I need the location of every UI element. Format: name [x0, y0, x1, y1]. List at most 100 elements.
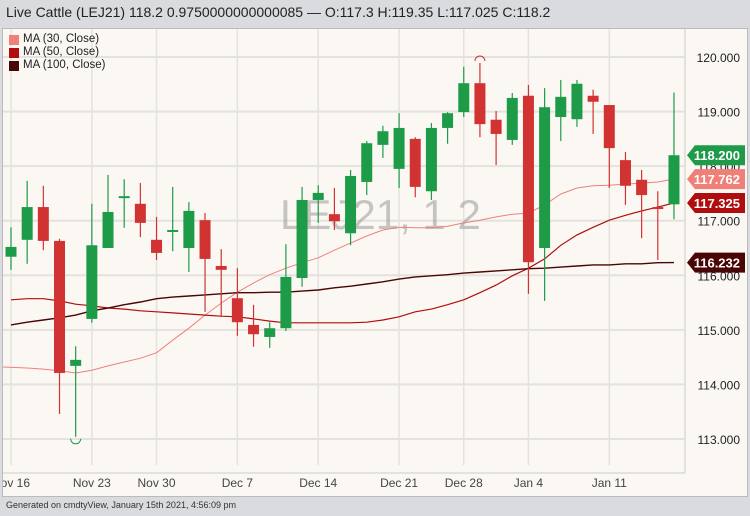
y-tick-label: 117.000	[698, 215, 741, 229]
candle-body	[539, 107, 551, 248]
candle	[199, 213, 211, 312]
candle	[522, 84, 534, 294]
candle	[280, 244, 292, 331]
ma30-swatch	[9, 34, 19, 45]
candle	[215, 249, 227, 317]
ma30-line	[3, 178, 675, 374]
candle	[603, 105, 615, 188]
price-tag-background	[687, 192, 745, 213]
candle	[167, 186, 179, 252]
candle-body	[345, 175, 357, 234]
price-tag-value: 117.762	[694, 172, 740, 187]
candle	[264, 322, 276, 348]
candle	[555, 79, 567, 142]
candle	[393, 113, 405, 188]
candle	[619, 151, 631, 205]
price-tag-background	[687, 252, 745, 273]
candle-body	[393, 127, 405, 169]
candle-body	[425, 127, 437, 192]
candle	[474, 63, 486, 138]
candle	[248, 304, 260, 347]
candle	[506, 93, 518, 145]
ma50-line	[10, 202, 675, 324]
candle-body	[555, 96, 567, 118]
y-tick-label: 119.000	[698, 106, 741, 120]
price-tag-value: 116.232	[694, 256, 740, 271]
candle-body	[102, 211, 114, 248]
candle	[37, 185, 49, 251]
legend-item-ma100[interactable]: MA (100, Close)	[9, 59, 105, 72]
candlestick-chart[interactable]: 120.000119.000118.000117.000116.000115.0…	[3, 29, 747, 496]
legend-item-ma50[interactable]: MA (50, Close)	[9, 46, 105, 59]
y-tick-label: 120.000	[697, 51, 741, 65]
y-tick-label: 113.000	[698, 433, 741, 447]
ma50-price-tag: 117.325	[687, 192, 745, 213]
x-tick-label: Jan 4	[514, 476, 544, 490]
candle	[151, 216, 163, 261]
last-price-tag: 118.200	[687, 145, 745, 166]
x-tick-label: Dec 14	[299, 476, 337, 490]
candle-body	[118, 196, 130, 199]
candle-body	[134, 203, 146, 223]
y-tick-label: 116.000	[698, 269, 741, 283]
candle-body	[490, 119, 502, 134]
candle	[102, 174, 114, 248]
candle-body	[506, 97, 518, 140]
candle-body	[312, 192, 324, 200]
candle-body	[619, 160, 631, 186]
x-tick-label: Nov 30	[138, 476, 176, 490]
candle	[539, 88, 551, 301]
candle-body	[474, 83, 486, 125]
candle-body	[231, 298, 243, 323]
y-tick-label: 114.000	[698, 378, 741, 392]
x-tick-label: Nov 16	[3, 476, 30, 490]
price-tag-background	[687, 145, 745, 166]
candle-body	[442, 113, 454, 128]
candle-body	[377, 131, 389, 145]
candle	[70, 346, 82, 437]
candle	[652, 191, 664, 261]
candle	[442, 112, 454, 144]
legend: MA (30, Close) MA (50, Close) MA (100, C…	[9, 33, 105, 72]
high-marker-icon	[474, 55, 486, 62]
low-marker-icon	[70, 438, 82, 445]
footer-generated-text: Generated on cmdtyView, January 15th 202…	[6, 500, 236, 510]
candle	[425, 123, 437, 200]
candle-body	[183, 210, 195, 248]
candle	[409, 137, 421, 198]
candle-body	[70, 359, 82, 366]
candle-body	[21, 207, 33, 240]
candle-body	[458, 83, 470, 113]
candle-body	[248, 324, 260, 335]
candle-body	[603, 105, 615, 149]
ma50-swatch	[9, 47, 19, 58]
candle	[231, 268, 243, 336]
candle	[86, 203, 98, 323]
candle-body	[636, 179, 648, 196]
candle	[345, 169, 357, 246]
candle-body	[86, 245, 98, 319]
candle	[21, 180, 33, 264]
candle	[296, 186, 308, 287]
legend-label: MA (50, Close)	[23, 46, 100, 58]
legend-item-ma30[interactable]: MA (30, Close)	[9, 33, 105, 46]
candle-body	[264, 328, 276, 337]
candle	[587, 89, 599, 134]
ma100-line	[10, 261, 675, 326]
candle	[312, 185, 324, 223]
candle-body	[199, 220, 211, 259]
chart-panel: 120.000 119.000 118.000 117.000 116.000 115.0…	[2, 28, 748, 497]
candle	[54, 238, 66, 414]
candle	[377, 125, 389, 158]
ma100-price-tag: 116.232	[687, 252, 745, 273]
candle-body	[54, 240, 66, 373]
x-tick-label: Dec 21	[380, 476, 418, 490]
candle-body	[280, 276, 292, 329]
price-tag-background	[687, 169, 745, 190]
candle-body	[571, 83, 583, 120]
candle-body	[361, 143, 373, 182]
candle-body	[167, 229, 179, 232]
candle	[5, 227, 17, 270]
candle-body	[296, 199, 308, 279]
candle	[183, 202, 195, 273]
